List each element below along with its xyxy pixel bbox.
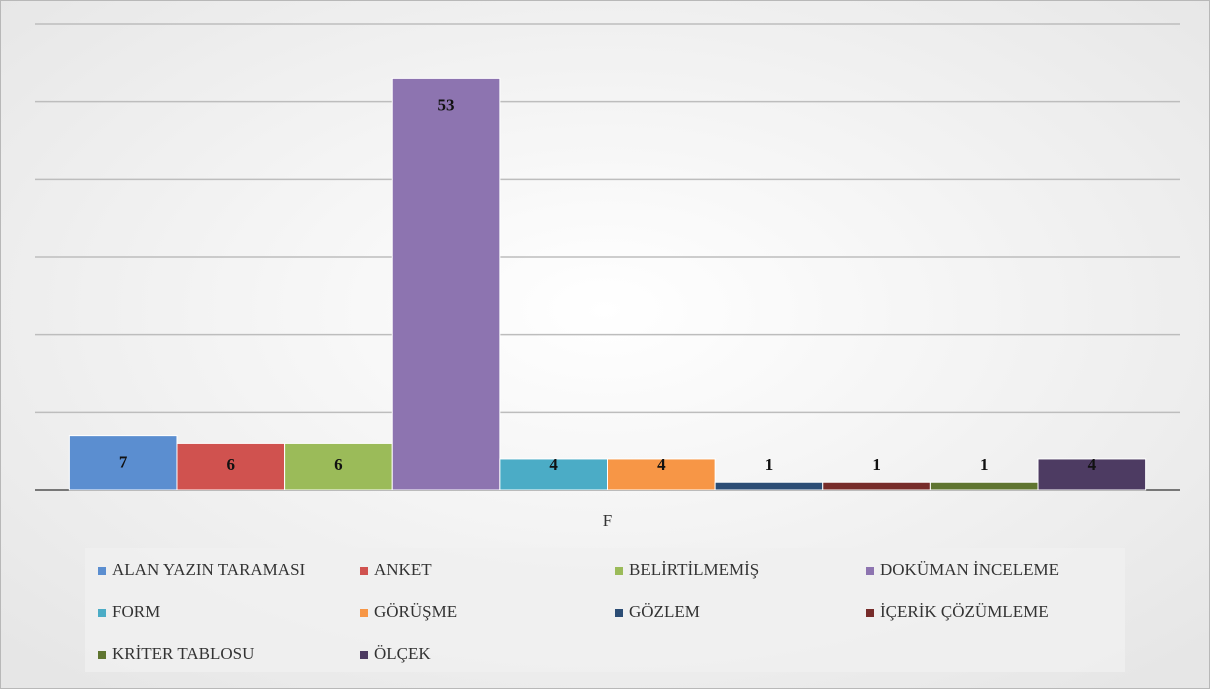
legend-swatch bbox=[98, 567, 106, 575]
bar bbox=[714, 481, 824, 491]
legend-label: KRİTER TABLOSU bbox=[112, 644, 254, 663]
bar bbox=[284, 442, 393, 491]
legend-swatch bbox=[360, 651, 368, 659]
data-label: 6 bbox=[334, 455, 343, 474]
legend-label: ANKET bbox=[374, 560, 432, 579]
data-label: 1 bbox=[765, 455, 774, 474]
data-label: 4 bbox=[657, 455, 666, 474]
legend-label: BELİRTİLMEMİŞ bbox=[629, 560, 759, 579]
data-label: 7 bbox=[119, 453, 128, 472]
bar bbox=[391, 77, 501, 491]
legend-swatch bbox=[615, 567, 623, 575]
bar bbox=[607, 458, 716, 491]
legend-swatch bbox=[866, 609, 874, 617]
legend-label: ÖLÇEK bbox=[374, 644, 431, 663]
legend-swatch bbox=[866, 567, 874, 575]
bar bbox=[499, 458, 608, 491]
legend-label: GÖZLEM bbox=[629, 602, 700, 621]
legend-box bbox=[85, 548, 1125, 672]
bar bbox=[822, 481, 931, 491]
data-label: 1 bbox=[872, 455, 881, 474]
legend-swatch bbox=[615, 609, 623, 617]
legend-swatch bbox=[98, 651, 106, 659]
legend-label: İÇERİK ÇÖZÜMLEME bbox=[880, 602, 1049, 621]
legend-swatch bbox=[98, 609, 106, 617]
bar bbox=[929, 481, 1039, 491]
bar bbox=[176, 442, 286, 491]
legend-swatch bbox=[360, 567, 368, 575]
data-label: 6 bbox=[227, 455, 236, 474]
data-label: 53 bbox=[438, 95, 455, 114]
data-label: 4 bbox=[549, 455, 558, 474]
legend-label: GÖRÜŞME bbox=[374, 602, 457, 621]
data-label: 1 bbox=[980, 455, 989, 474]
x-tick-label: F bbox=[603, 511, 612, 530]
legend-label: FORM bbox=[112, 602, 160, 621]
legend-swatch bbox=[360, 609, 368, 617]
legend-label: ALAN YAZIN TARAMASI bbox=[112, 560, 306, 579]
data-label: 4 bbox=[1088, 455, 1097, 474]
bar bbox=[68, 435, 178, 491]
bar bbox=[1037, 458, 1147, 491]
legend-label: DOKÜMAN İNCELEME bbox=[880, 560, 1059, 579]
